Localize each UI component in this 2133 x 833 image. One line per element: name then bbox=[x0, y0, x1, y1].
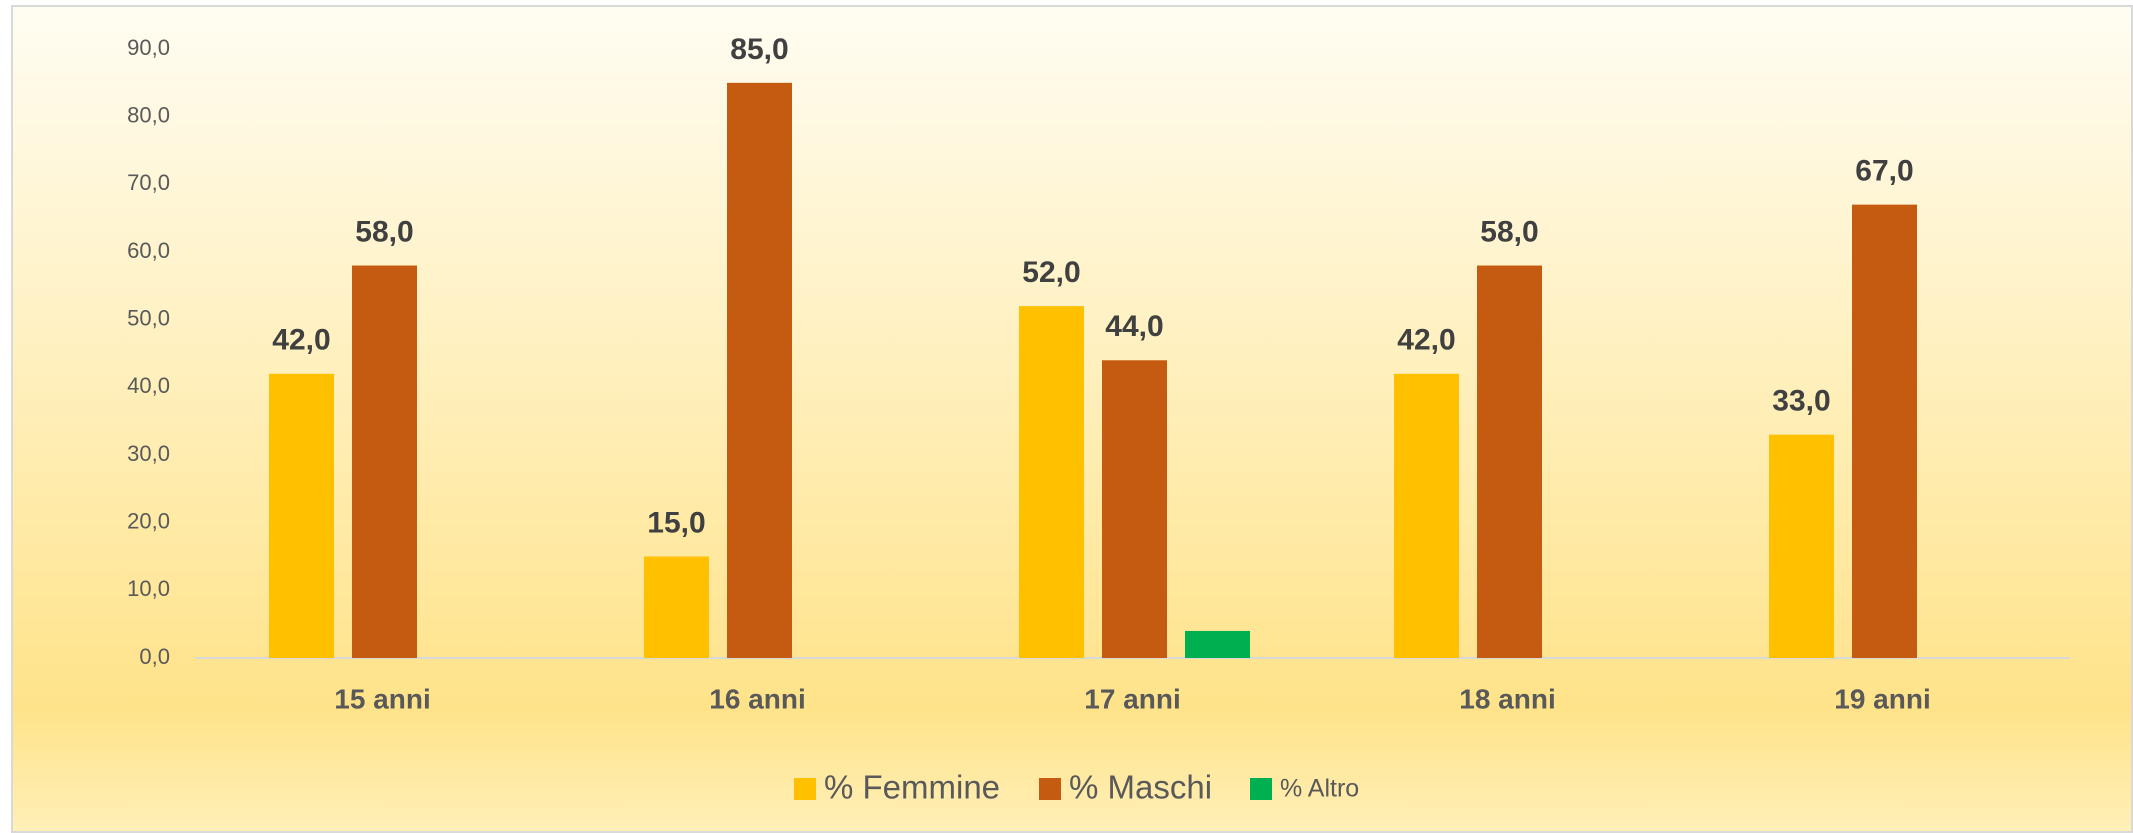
bar bbox=[1477, 265, 1542, 658]
bar bbox=[1394, 373, 1459, 658]
legend-label: % Femmine bbox=[824, 769, 1000, 806]
bar bbox=[644, 556, 709, 658]
y-tick-label: 0,0 bbox=[139, 644, 170, 669]
y-tick-label: 30,0 bbox=[127, 441, 170, 466]
data-label: 58,0 bbox=[355, 215, 413, 248]
legend-swatch bbox=[1250, 778, 1272, 800]
bar bbox=[727, 82, 792, 659]
bar bbox=[1769, 434, 1834, 658]
data-label: 15,0 bbox=[647, 506, 705, 539]
data-label: 85,0 bbox=[730, 33, 788, 66]
y-tick-label: 80,0 bbox=[127, 102, 170, 127]
x-tick-label: 17 anni bbox=[1084, 683, 1180, 714]
bar bbox=[1102, 360, 1167, 658]
y-tick-label: 10,0 bbox=[127, 576, 170, 601]
y-tick-label: 60,0 bbox=[127, 238, 170, 263]
legend-label: % Altro bbox=[1280, 775, 1359, 803]
data-label: 42,0 bbox=[272, 324, 330, 357]
bar bbox=[1185, 630, 1250, 658]
legend-label: % Maschi bbox=[1069, 769, 1212, 806]
y-tick-label: 20,0 bbox=[127, 508, 170, 533]
x-tick-label: 18 anni bbox=[1459, 683, 1555, 714]
y-tick-label: 90,0 bbox=[127, 35, 170, 60]
bar bbox=[269, 373, 334, 658]
y-tick-label: 40,0 bbox=[127, 373, 170, 398]
data-label: 42,0 bbox=[1397, 324, 1455, 357]
legend-swatch bbox=[1039, 778, 1061, 800]
data-label: 52,0 bbox=[1022, 256, 1080, 289]
bar bbox=[1019, 306, 1084, 658]
data-label: 33,0 bbox=[1772, 385, 1830, 418]
bar bbox=[1852, 204, 1917, 658]
legend-swatch bbox=[794, 778, 816, 800]
x-tick-label: 19 anni bbox=[1834, 683, 1930, 714]
data-label: 67,0 bbox=[1855, 155, 1913, 188]
data-label: 58,0 bbox=[1480, 215, 1538, 248]
x-tick-label: 16 anni bbox=[709, 683, 805, 714]
data-label: 44,0 bbox=[1105, 310, 1163, 343]
y-tick-label: 50,0 bbox=[127, 305, 170, 330]
x-tick-label: 15 anni bbox=[334, 683, 430, 714]
bar bbox=[352, 265, 417, 658]
y-tick-label: 70,0 bbox=[127, 170, 170, 195]
